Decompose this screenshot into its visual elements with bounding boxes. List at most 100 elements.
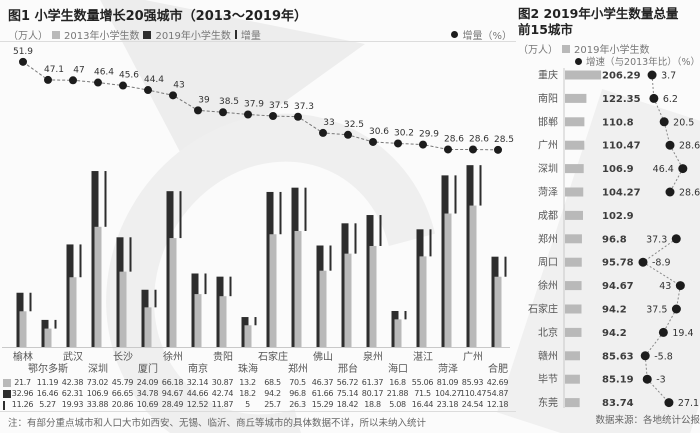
value-cell: 62.31 xyxy=(61,389,84,398)
growth-dot xyxy=(444,145,452,154)
city-label: 佛山 xyxy=(313,350,333,363)
growth-dot xyxy=(664,398,674,408)
total-value: 95.78 xyxy=(602,258,634,269)
value-cell: 28.49 xyxy=(161,400,184,409)
bar-2013 xyxy=(119,271,127,347)
value-cell: 5.27 xyxy=(39,400,56,409)
total-bar xyxy=(565,117,585,127)
city-label: 厦门 xyxy=(138,362,158,375)
growth-value: 27.1 xyxy=(678,398,699,409)
increment-bar xyxy=(329,245,332,271)
city-label: 邢台 xyxy=(338,362,358,375)
growth-value: 29.9 xyxy=(419,130,439,140)
value-cell: 32.14 xyxy=(186,378,209,387)
legend-label-increment: 增量 xyxy=(240,31,261,42)
growth-value: 28.6 xyxy=(469,134,489,144)
total-bar xyxy=(565,327,582,337)
growth-line xyxy=(22,61,499,151)
growth-dot xyxy=(19,57,27,66)
bar-2013 xyxy=(219,296,227,347)
value-cell: 16.46 xyxy=(36,389,59,398)
growth-dot xyxy=(638,257,648,267)
growth-dot xyxy=(94,78,102,87)
bar-2013 xyxy=(369,245,377,347)
value-cell: 12.52 xyxy=(186,400,209,409)
city-label: 深圳 xyxy=(88,363,108,375)
value-cell: 45.79 xyxy=(111,378,134,387)
total-value: 83.74 xyxy=(602,398,634,409)
growth-dot xyxy=(671,304,681,314)
total-value: 110.8 xyxy=(602,117,634,128)
growth-dot xyxy=(647,70,657,80)
value-cell: 24.54 xyxy=(461,400,484,409)
increment-bar xyxy=(254,317,257,326)
total-value: 85.19 xyxy=(602,375,634,386)
growth-value: 28.6 xyxy=(444,134,464,144)
growth-dot xyxy=(658,327,668,337)
growth-dot xyxy=(665,187,675,197)
row-marker-icon xyxy=(3,390,11,398)
legend-swatch-increment-icon xyxy=(234,30,237,39)
city-label: 泉州 xyxy=(363,350,383,363)
growth-value: 43 xyxy=(659,281,671,292)
growth-dot xyxy=(294,112,302,121)
value-cell: 11.19 xyxy=(36,378,59,387)
row-marker-icon xyxy=(3,379,11,387)
chart2-title: 图2 2019年小学生数量总量前15城市 xyxy=(518,6,679,37)
chart2-dot-icon xyxy=(575,57,583,65)
value-cell: 70.5 xyxy=(289,378,306,387)
value-cell: 42.69 xyxy=(486,378,509,387)
city-label: 石家庄 xyxy=(258,350,288,363)
value-cell: 81.09 xyxy=(436,378,459,387)
value-cell: 110.47 xyxy=(460,389,487,398)
value-cell: 15.29 xyxy=(311,400,334,409)
values-increment-row: 11.26 5.27 19.93 33.88 20.86 10.69 28.49 12.52 1… xyxy=(0,399,516,410)
city-label: 重庆 xyxy=(538,69,558,82)
value-cell: 42.74 xyxy=(211,389,234,398)
growth-dot xyxy=(319,128,327,137)
growth-value: 28.6 xyxy=(679,188,700,199)
chart1-plot: 榆林鄂尔多斯武汉深圳长沙厦门徐州南京贵阳珠海石家庄郑州佛山邢台泉州海口湛江菏泽广… xyxy=(2,47,514,375)
growth-dot xyxy=(640,351,650,361)
total-bar xyxy=(565,70,602,80)
data-source: 数据来源：各地统计公报 xyxy=(595,415,700,426)
chart1-note-divider xyxy=(0,411,516,412)
growth-connector xyxy=(646,378,670,403)
growth-value: 37.5 xyxy=(646,305,667,316)
city-label: 广州 xyxy=(538,140,558,152)
increment-bar xyxy=(129,237,132,272)
value-cell: 18.42 xyxy=(336,400,359,409)
value-cell: 23.18 xyxy=(436,400,459,409)
chart1-legend: （万人） 2013年小学生数 2019年小学生数 增量 增量（%） xyxy=(8,27,512,42)
legend-dot-icon xyxy=(451,31,459,38)
bar-2013 xyxy=(19,311,27,347)
value-cell: 71.5 xyxy=(414,389,431,398)
growth-dot xyxy=(671,234,681,244)
value-cell: 68.5 xyxy=(264,378,281,387)
bar-2013 xyxy=(69,277,77,347)
city-label: 海口 xyxy=(388,362,408,375)
city-label: 成都 xyxy=(538,210,558,222)
total-bar xyxy=(565,281,582,291)
city-label: 合肥 xyxy=(488,362,508,375)
value-cell: 42.38 xyxy=(61,378,84,387)
growth-dot xyxy=(642,374,652,384)
value-cell: 73.02 xyxy=(86,378,109,387)
chart1-unit-label: （万人） xyxy=(8,31,48,42)
total-bar xyxy=(565,304,582,314)
total-bar xyxy=(565,257,582,267)
city-label: 南京 xyxy=(188,362,208,375)
value-cell: 96.8 xyxy=(289,389,306,398)
value-cell: 32.96 xyxy=(11,389,34,398)
city-label: 徐州 xyxy=(163,350,183,363)
chart2-plot: 重庆 206.29 南阳 122.35 邯郸 110.8 广州 110.47 深圳 106.9 菏泽… xyxy=(528,68,700,409)
growth-value: 47.1 xyxy=(44,65,64,75)
total-bar xyxy=(565,164,584,174)
increment-bar xyxy=(154,289,157,308)
value-cell: 61.66 xyxy=(311,389,334,398)
growth-value: 44.4 xyxy=(144,75,164,85)
total-bar xyxy=(565,234,582,244)
city-label: 菏泽 xyxy=(438,363,458,375)
chart2-legend-bar: （万人） 2019年小学生数 xyxy=(518,41,700,56)
city-label: 珠海 xyxy=(238,362,258,375)
